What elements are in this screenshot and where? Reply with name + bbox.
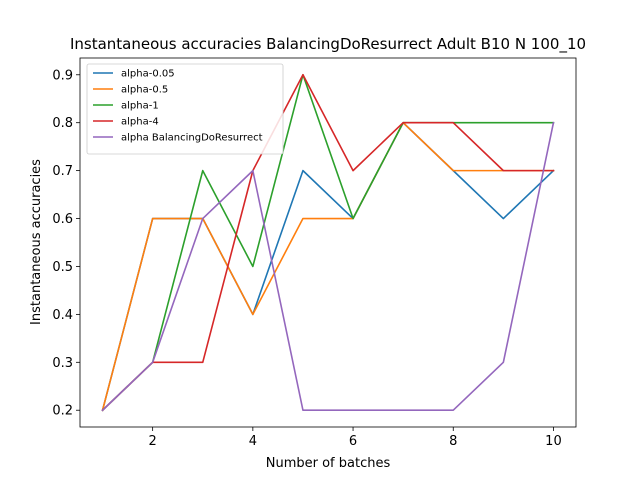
y-tick-label: 0.3 [52,356,73,371]
legend-label-3: alpha-1 [121,101,159,112]
series-line-3 [101,73,555,412]
y-tick-label: 0.5 [52,260,73,275]
x-tick-label: 10 [545,434,562,449]
chart-title: Instantaneous accuracies BalancingDoResu… [70,35,586,54]
y-axis-title: Instantaneous accuracies [29,159,44,325]
x-tick-label: 4 [249,434,257,449]
x-tick-label: 8 [449,434,457,449]
legend-label-2: alpha-0.5 [121,85,168,96]
y-tick-label: 0.7 [52,164,73,179]
y-tick-label: 0.6 [52,212,73,227]
x-tick-label: 6 [349,434,357,449]
y-tick-label: 0.8 [52,116,73,131]
y-tick-label: 0.4 [52,308,73,323]
y-tick-label: 0.9 [52,68,73,83]
legend-box [86,63,284,155]
plot-area [101,73,555,412]
series-line-5 [101,121,555,412]
x-tick-label: 2 [149,434,157,449]
series-line-2 [101,121,555,412]
y-tick-label: 0.2 [52,404,73,419]
series-line-1 [101,121,555,412]
legend-label-1: alpha-0.05 [121,69,175,80]
legend: alpha-0.05 alpha-0.5 alpha-1 alpha-4 alpha B… [86,63,284,155]
legend-label-4: alpha-4 [121,117,159,128]
axes: 2 4 6 8 10 0.2 0.3 0.4 0.5 0.6 0.7 0.8 0.9 [52,57,577,449]
series-line-4 [101,73,555,412]
x-axis-title: Number of batches [266,456,391,471]
axes-frame [79,57,577,428]
legend-label-5: alpha BalancingDoResurrect [121,133,263,144]
